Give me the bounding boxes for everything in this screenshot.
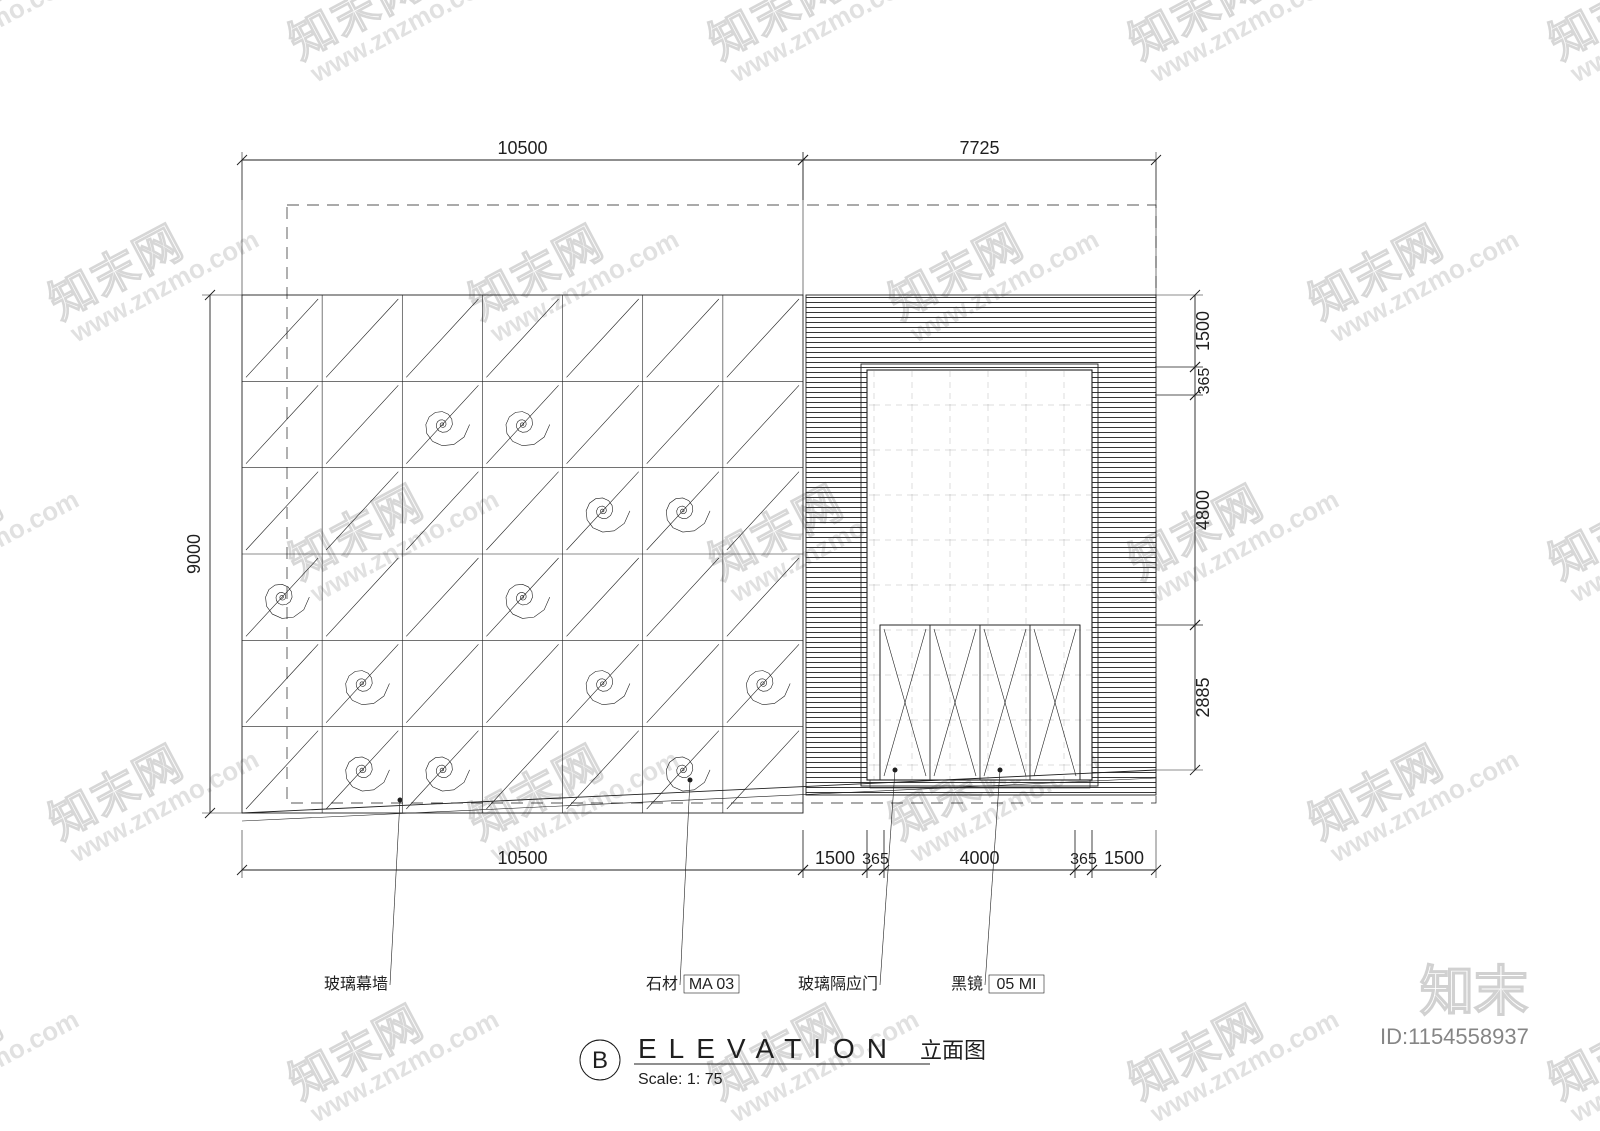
dim-label: 10500 <box>497 848 547 868</box>
dim-label: 365 <box>862 851 889 868</box>
material-callout-label: 石材 <box>646 975 678 993</box>
watermark-url: www.znzmo.com <box>0 0 84 89</box>
title-scale: Scale: 1: 75 <box>638 1071 723 1088</box>
image-id: ID:1154558937 <box>1380 1024 1529 1049</box>
dim-label: 9000 <box>184 534 204 574</box>
material-tag: 05 MI <box>996 976 1036 993</box>
glass-spiral-motif <box>346 757 390 791</box>
dim-label: 4800 <box>1193 490 1213 530</box>
glass-spiral-motif <box>586 498 630 532</box>
material-callout-label: 玻璃幕墙 <box>324 975 388 993</box>
glass-spiral-motif <box>266 584 310 618</box>
glass-spiral-motif <box>426 757 470 791</box>
glass-spiral-motif <box>746 671 790 705</box>
material-tag: MA 03 <box>689 976 734 993</box>
dim-label: 1500 <box>815 848 855 868</box>
dim-label: 365 <box>1196 368 1213 395</box>
glass-spiral-motif <box>426 412 470 446</box>
brand-logo-outline: 知末 <box>1420 962 1528 1022</box>
dim-label: 7725 <box>959 138 999 158</box>
elevation-drawing: 知末网www.znzmo.com知末网www.znzmo.com知末网www.z… <box>0 0 1600 1131</box>
glass-spiral-motif <box>346 671 390 705</box>
watermark-url: www.znzmo.com <box>0 1004 84 1129</box>
material-callout-label: 玻璃隔应门 <box>798 974 878 993</box>
entrance-recess <box>867 370 1092 780</box>
dim-label: 10500 <box>497 138 547 158</box>
title-cn: 立面图 <box>920 1038 986 1063</box>
dim-label: 1500 <box>1193 311 1213 351</box>
dim-label: 1500 <box>1104 848 1144 868</box>
glass-spiral-motif <box>506 584 550 618</box>
glass-spiral-motif <box>586 671 630 705</box>
glass-spiral-motif <box>506 412 550 446</box>
watermark-url: www.znzmo.com <box>0 484 84 609</box>
glass-spiral-motif <box>666 498 710 532</box>
dim-label: 365 <box>1070 851 1097 868</box>
material-callout-label: 黑镜 <box>951 974 983 993</box>
view-bubble-letter: B <box>592 1047 608 1074</box>
title-en: ELEVATION <box>638 1033 899 1064</box>
dim-label: 2885 <box>1193 677 1213 717</box>
watermark-layer: 知末网www.znzmo.com知末网www.znzmo.com知末网www.z… <box>0 0 1600 1130</box>
